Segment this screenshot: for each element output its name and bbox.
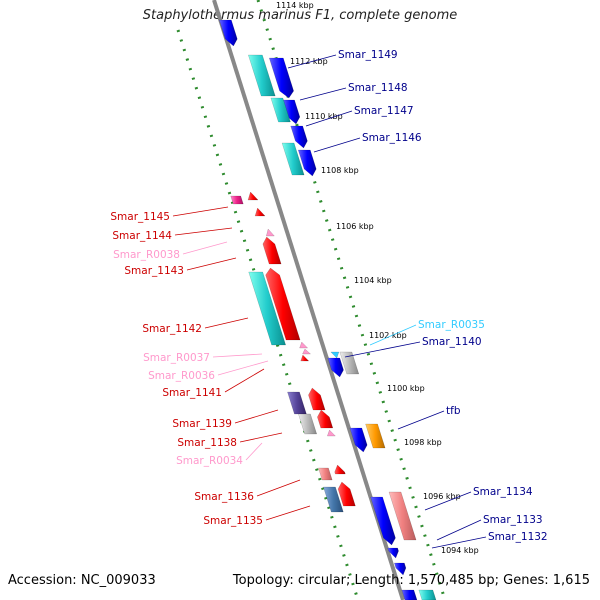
leader-line: [172, 206, 229, 217]
rna-r0035-glyph: [330, 351, 340, 359]
leader-line: [436, 519, 482, 541]
leader-line: [245, 442, 263, 461]
cds-1132-glyph: [394, 562, 407, 576]
gene-label-right[interactable]: Smar_R0035: [418, 319, 485, 331]
rna-r0036-glyph: [302, 348, 312, 355]
leader-line: [174, 227, 233, 236]
gene-label-left[interactable]: Smar_R0037: [143, 352, 210, 364]
gene-label-right[interactable]: Smar_1132: [488, 531, 548, 543]
genome-summary-text: Topology: circular; Length: 1,570,485 bp…: [232, 573, 590, 588]
cds-1138-glyph: [317, 409, 334, 429]
gene-label-left[interactable]: Smar_1135: [203, 515, 263, 527]
cds-1135-glyph: [337, 481, 356, 507]
gene-label-left[interactable]: Smar_1138: [177, 437, 237, 449]
leader-line: [256, 479, 301, 497]
cds-1143-glyph: [262, 236, 282, 265]
tick-label: 1098 kbp: [404, 438, 442, 447]
leader-line: [305, 110, 353, 127]
leader-line: [299, 87, 347, 101]
cds-1142-cyan-glyph: [248, 271, 287, 346]
tick-label: 1102 kbp: [369, 331, 407, 340]
leader-line: [182, 241, 228, 255]
cds-1146-cyan-glyph: [281, 142, 305, 176]
leader-line: [369, 324, 417, 346]
tick-label: 1094 kbp: [441, 546, 479, 555]
leader-line: [313, 137, 361, 153]
cds-1131-glyph: [401, 589, 418, 600]
cds-1138-gray-glyph: [298, 413, 318, 435]
gene-label-right[interactable]: Smar_1134: [473, 486, 533, 498]
gene-label-right[interactable]: Smar_1140: [422, 336, 482, 348]
cds-1142-glyph: [265, 267, 301, 341]
gene-label-left[interactable]: Smar_1142: [142, 323, 202, 335]
rna-r0038-glyph: [266, 228, 275, 237]
cds-1139-purple-glyph: [287, 391, 307, 415]
tick-label: 1112 kbp: [290, 57, 328, 66]
leader-line: [287, 54, 337, 69]
leader-line: [204, 317, 249, 329]
tick-label: 1108 kbp: [321, 166, 359, 175]
cds-1137-glyph: [349, 427, 368, 453]
gene-label-right[interactable]: Smar_1133: [483, 514, 543, 526]
gene-label-left[interactable]: Smar_1136: [194, 491, 254, 503]
cds-1140-glyph: [327, 357, 344, 378]
gene-label-left[interactable]: Smar_1143: [124, 265, 184, 277]
tick-label: 1110 kbp: [305, 112, 343, 121]
leader-line: [234, 409, 279, 424]
cds-1149-cyan-glyph: [247, 54, 276, 97]
cds-1149-glyph: [268, 57, 294, 99]
gene-label-left[interactable]: Smar_1145: [110, 211, 170, 223]
cds-1148-cyan-glyph: [270, 97, 291, 123]
leader-line: [217, 360, 269, 376]
cds-1150-glyph: [218, 19, 238, 47]
cds-1139-glyph: [308, 387, 326, 411]
leader-line: [212, 353, 263, 358]
gene-label-right[interactable]: Smar_1149: [338, 49, 398, 61]
accession-text: Accession: NC_009033: [8, 573, 156, 588]
cds-1135-steel-glyph: [323, 486, 344, 513]
leader-line: [344, 341, 421, 358]
gene-label-right[interactable]: Smar_1147: [354, 105, 414, 117]
cds-1145-glyph: [247, 191, 259, 201]
cds-1147-glyph: [290, 125, 308, 149]
cds-1131-cyan-glyph: [418, 589, 437, 600]
cds-1134-salmon-glyph: [388, 491, 417, 541]
gene-label-left[interactable]: Smar_R0036: [148, 370, 215, 382]
gene-label-left[interactable]: Smar_1139: [172, 418, 232, 430]
gene-label-left[interactable]: Smar_R0034: [176, 455, 243, 467]
cds-1133-glyph: [387, 547, 399, 559]
rna-r0037-glyph: [299, 341, 309, 349]
cds-1134-glyph: [370, 496, 396, 546]
tick-label: 1100 kbp: [387, 384, 425, 393]
cds-1137-orange-glyph: [365, 423, 386, 449]
cds-1145-pink-glyph: [230, 195, 244, 205]
gene-label-right[interactable]: Smar_1146: [362, 132, 422, 144]
leader-line: [239, 432, 283, 443]
rna-r0034-glyph: [326, 429, 336, 437]
cds-1136-salmon-glyph: [318, 467, 333, 481]
gene-label-left[interactable]: Smar_R0038: [113, 249, 180, 261]
cds-1136-glyph: [334, 464, 346, 475]
leader-line: [424, 491, 472, 511]
cds-1144-glyph: [254, 207, 266, 217]
tick-label: 1104 kbp: [354, 276, 392, 285]
leader-line: [265, 505, 311, 521]
tick-label: 1106 kbp: [336, 222, 374, 231]
cds-1146-glyph: [297, 149, 317, 177]
tick-label: 1114 kbp: [276, 1, 314, 10]
leader-line: [397, 410, 445, 430]
gene-label-left[interactable]: Smar_1144: [112, 230, 172, 242]
gene-label-left[interactable]: Smar_1141: [162, 387, 222, 399]
cds-1140-gray-glyph: [339, 351, 360, 375]
gene-label-right[interactable]: Smar_1148: [348, 82, 408, 94]
cds-1141-glyph: [300, 354, 310, 362]
leader-line: [431, 536, 487, 549]
tick-label: 1096 kbp: [423, 492, 461, 501]
gene-label-right[interactable]: tfb: [446, 405, 461, 417]
leader-line: [186, 257, 237, 271]
leader-line: [224, 368, 265, 393]
